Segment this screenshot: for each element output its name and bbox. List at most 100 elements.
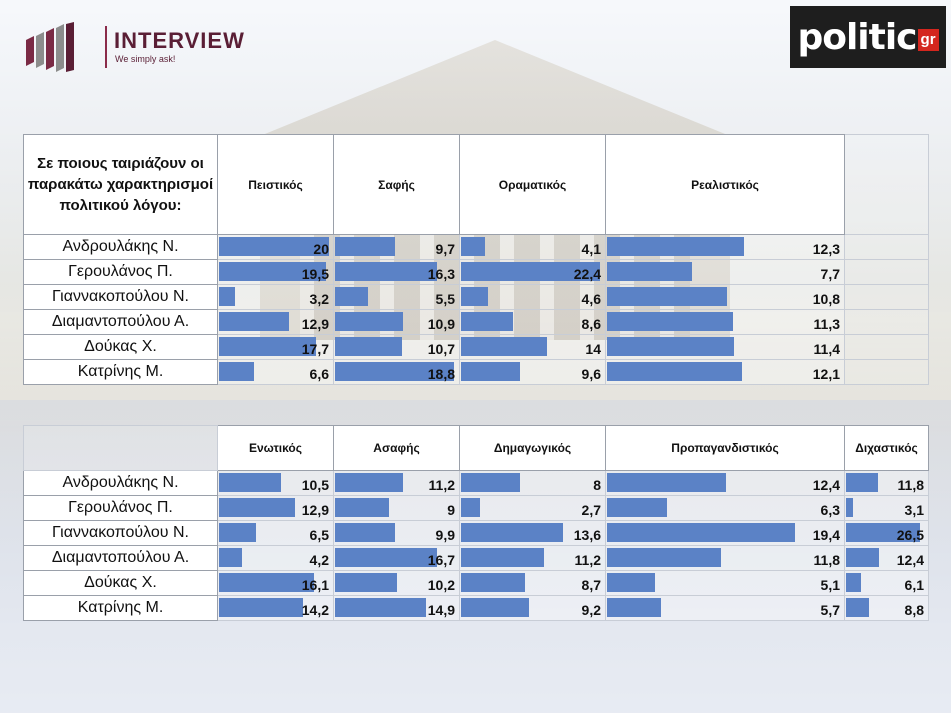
value-bar (461, 287, 488, 306)
value-cell: 20 (217, 234, 334, 260)
candidate-name: Ανδρουλάκης Ν. (23, 470, 218, 496)
candidate-name: Γιαννακοπούλου Ν. (23, 284, 218, 310)
candidate-name: Διαμαντοπούλου Α. (23, 545, 218, 571)
value-cell: 8,6 (459, 309, 606, 335)
value-label: 4,2 (309, 552, 329, 568)
column-header: Σαφής (333, 134, 460, 235)
value-label: 12,4 (812, 477, 840, 493)
value-label: 9,6 (581, 366, 601, 382)
column-header: Οραματικός (459, 134, 606, 235)
politic-suffix: gr (917, 29, 939, 51)
value-bar (335, 287, 369, 306)
value-label: 11,2 (574, 552, 601, 568)
column-header: Δημαγωγικός (459, 425, 606, 471)
value-label: 8,6 (581, 316, 601, 332)
value-bar (219, 262, 327, 281)
value-cell: 10,9 (333, 309, 460, 335)
value-bar (607, 262, 693, 281)
column-header: Ασαφής (333, 425, 460, 471)
interview-title: INTERVIEW (114, 28, 245, 53)
value-cell: 14,2 (217, 595, 334, 621)
value-cell: 12,4 (844, 545, 929, 571)
value-bar (607, 473, 727, 492)
value-cell: 16,7 (333, 545, 460, 571)
value-cell: 6,5 (217, 520, 334, 546)
value-bar (335, 598, 427, 617)
value-cell: 2,7 (459, 495, 606, 521)
value-label: 9,2 (581, 602, 601, 618)
value-cell: 26,5 (844, 520, 929, 546)
empty-cell (844, 259, 929, 285)
value-bar (461, 573, 526, 592)
value-bar (607, 523, 796, 542)
value-label: 8 (593, 477, 601, 493)
value-cell: 11,8 (605, 545, 845, 571)
value-bar (219, 237, 330, 256)
value-label: 12,1 (812, 366, 840, 382)
value-bar (607, 598, 661, 617)
value-bar (219, 473, 281, 492)
value-label: 9 (447, 502, 455, 518)
column-header: Πειστικός (217, 134, 334, 235)
value-cell: 7,7 (605, 259, 845, 285)
value-cell: 10,7 (333, 334, 460, 360)
value-cell: 6,1 (844, 570, 929, 596)
politic-word: politic (797, 16, 917, 58)
value-bar (461, 498, 480, 517)
value-bar (219, 312, 290, 331)
value-label: 8,7 (581, 577, 601, 593)
value-label: 8,8 (904, 602, 924, 618)
value-label: 6,6 (309, 366, 329, 382)
candidate-name: Κατρίνης Μ. (23, 359, 218, 385)
value-label: 4,1 (581, 241, 601, 257)
value-bar (219, 573, 315, 592)
value-bar (846, 523, 920, 542)
column-header: Προπαγανδιστικός (605, 425, 845, 471)
value-bar (219, 337, 317, 356)
value-cell: 5,5 (333, 284, 460, 310)
value-bar (607, 573, 655, 592)
value-cell: 6,6 (217, 359, 334, 385)
value-bar (219, 523, 257, 542)
value-cell: 11,2 (333, 470, 460, 496)
table-row: Γερουλάνος Π. 19,5 16,3 22,4 7,7 (23, 259, 929, 285)
table-row: Κατρίνης Μ. 6,6 18,8 9,6 12,1 (23, 359, 929, 385)
value-label: 7,7 (820, 266, 840, 282)
table-row: Ανδρουλάκης Ν. 20 9,7 4,1 12,3 (23, 234, 929, 260)
value-cell: 10,5 (217, 470, 334, 496)
politic-logo: politic gr (790, 6, 946, 68)
value-bar (461, 237, 485, 256)
value-label: 20 (313, 241, 329, 257)
value-cell: 8,8 (844, 595, 929, 621)
value-label: 6,3 (820, 502, 840, 518)
logo-divider (105, 26, 107, 68)
value-label: 6,1 (904, 577, 924, 593)
value-label: 16,7 (427, 552, 455, 568)
value-bar (335, 262, 438, 281)
value-bar (607, 337, 735, 356)
value-bar (461, 312, 514, 331)
value-bar (846, 573, 862, 592)
empty-header (23, 425, 218, 471)
value-label: 4,6 (581, 291, 601, 307)
value-label: 16,3 (427, 266, 455, 282)
value-cell: 11,2 (459, 545, 606, 571)
table-row: Διαμαντοπούλου Α. 4,2 16,7 11,2 11,8 12,4 (23, 545, 929, 571)
value-bar (461, 523, 563, 542)
value-bar (335, 523, 395, 542)
value-label: 12,9 (301, 316, 329, 332)
value-cell: 19,5 (217, 259, 334, 285)
value-bar (846, 598, 870, 617)
value-bar (335, 362, 454, 381)
value-label: 18,8 (427, 366, 455, 382)
candidate-name: Δούκας Χ. (23, 570, 218, 596)
value-label: 12,4 (896, 552, 924, 568)
value-bar (461, 362, 520, 381)
value-label: 14 (585, 341, 601, 357)
value-label: 10,2 (427, 577, 455, 593)
value-bar (335, 548, 438, 567)
value-cell: 8,7 (459, 570, 606, 596)
value-cell: 16,3 (333, 259, 460, 285)
empty-header (844, 134, 929, 235)
table-row: Διαμαντοπούλου Α. 12,9 10,9 8,6 11,3 (23, 309, 929, 335)
